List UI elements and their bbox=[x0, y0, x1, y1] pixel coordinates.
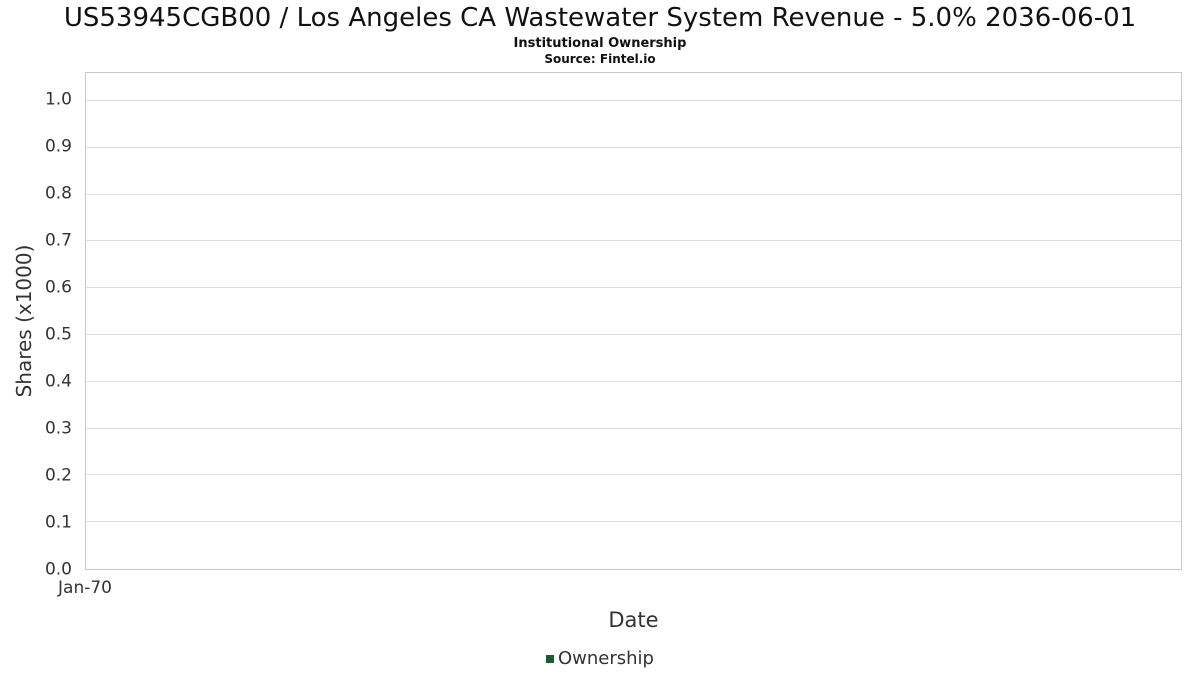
gridline bbox=[86, 146, 1181, 148]
y-tick-label: 0.4 bbox=[44, 371, 72, 392]
gridline bbox=[86, 474, 1181, 476]
chart-source: Source: Fintel.io bbox=[544, 52, 656, 66]
y-tick-label: 0.8 bbox=[44, 183, 72, 204]
gridline bbox=[86, 100, 1181, 102]
gridline bbox=[86, 287, 1181, 289]
gridline bbox=[86, 380, 1181, 382]
gridline bbox=[86, 334, 1181, 336]
gridline bbox=[86, 427, 1181, 429]
y-tick-label: 0.7 bbox=[44, 230, 72, 251]
legend-marker-icon bbox=[546, 654, 554, 663]
plot-area bbox=[85, 72, 1182, 570]
x-tick-label: Jan-70 bbox=[58, 578, 112, 598]
y-tick-label: 0.5 bbox=[44, 324, 72, 345]
gridline bbox=[86, 193, 1181, 195]
y-tick-label: 0.6 bbox=[44, 277, 72, 298]
y-tick-label: 0.2 bbox=[44, 465, 72, 486]
chart-subtitle: Institutional Ownership bbox=[513, 36, 687, 51]
y-tick-label: 0.3 bbox=[44, 418, 72, 439]
chart-title: US53945CGB00 / Los Angeles CA Wastewater… bbox=[63, 3, 1137, 33]
x-axis-label: Date bbox=[608, 608, 659, 632]
y-tick-label: 0.0 bbox=[44, 559, 72, 580]
y-tick-label: 1.0 bbox=[44, 89, 72, 110]
legend: Ownership bbox=[0, 648, 1200, 669]
y-tick-label: 0.9 bbox=[44, 136, 72, 157]
legend-label: Ownership bbox=[558, 648, 654, 669]
y-axis-ticks: 0.0 0.1 0.2 0.3 0.4 0.5 0.6 0.7 0.8 0.9 1.0 bbox=[0, 72, 78, 578]
gridline bbox=[86, 240, 1181, 242]
gridline bbox=[86, 521, 1181, 523]
y-tick-label: 0.1 bbox=[44, 512, 72, 533]
